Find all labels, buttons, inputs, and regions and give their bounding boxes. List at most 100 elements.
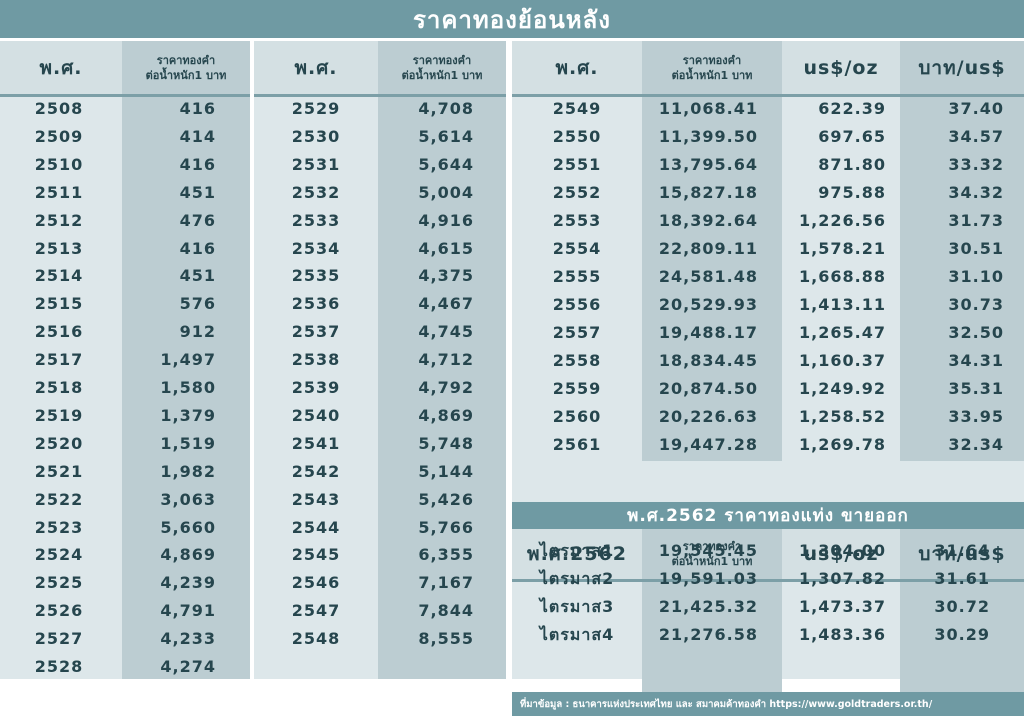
price-cell: 5,660: [160, 517, 216, 537]
price-cell: 21,425.32: [658, 597, 758, 616]
usd-oz-cell: 975.88: [818, 183, 886, 202]
price-cell: 4,615: [418, 238, 474, 258]
table-row: 2511 451: [0, 179, 250, 207]
price-header: ราคาทองคำ ต่อน้ำหนัก1 บาท: [378, 41, 506, 94]
year-cell: 2532: [291, 182, 341, 202]
table-row: 2556 20,529.93 1,413.11 30.73: [512, 291, 1024, 319]
price-header: ราคาทองคำ ต่อน้ำหนัก1 บาท: [642, 529, 782, 579]
year-cell: 2557: [552, 323, 602, 342]
table-row: 2538 4,712: [254, 346, 506, 374]
price-cell: 15,827.18: [658, 183, 758, 202]
header-highlight: [642, 529, 782, 579]
price-cell: 5,004: [418, 182, 474, 202]
year-cell: 2533: [291, 210, 341, 230]
price-cell: 5,748: [418, 433, 474, 453]
price-cell: 20,874.50: [658, 379, 758, 398]
year-cell: 2509: [34, 126, 84, 146]
price-header: ราคาทองคำ ต่อน้ำหนัก1 บาท: [122, 41, 250, 94]
table-row: 2540 4,869: [254, 402, 506, 430]
price-header-line1: ราคาทองคำ: [412, 53, 472, 67]
baht-usd-header: บาท/us$: [918, 56, 1006, 79]
table-row: 2561 19,447.28 1,269.78 32.34: [512, 431, 1024, 459]
table-row: 2518 1,580: [0, 374, 250, 402]
table-row: 2545 6,355: [254, 541, 506, 569]
year-cell: 2550: [552, 127, 602, 146]
baht-usd-cell: 30.29: [934, 625, 990, 644]
price-cell: 1,982: [160, 461, 216, 481]
baht-usd-cell: 37.40: [948, 99, 1004, 118]
price-cell: 18,392.64: [658, 211, 758, 230]
usd-oz-cell: 1,160.37: [799, 351, 886, 370]
year-cell: 2552: [552, 183, 602, 202]
page-title: ราคาทองย้อนหลัง: [413, 5, 611, 34]
table-header: พ.ศ. ราคาทองคำ ต่อน้ำหนัก1 บาท us$/oz บา…: [512, 41, 1024, 97]
table-header: พ.ศ. ราคาทองคำ ต่อน้ำหนัก1 บาท: [254, 41, 506, 97]
table-row: 2544 5,766: [254, 514, 506, 542]
price-cell: 18,834.45: [658, 351, 758, 370]
price-cell: 1,580: [160, 378, 216, 397]
price-cell: 4,274: [160, 657, 216, 676]
year-cell: 2536: [291, 294, 341, 314]
table-row: ไตรมาส2 19,591.03 1,307.82 31.61: [512, 565, 1024, 593]
price-cell: 4,233: [160, 629, 216, 649]
table-row: 2530 5,614: [254, 123, 506, 151]
year-cell: 2520: [34, 433, 84, 453]
year-cell: 2555: [552, 267, 602, 286]
year-cell: 2561: [552, 435, 602, 454]
source-note: ที่มาข้อมูล : ธนาคารแห่งประเทศไทย และ สม…: [512, 692, 1024, 716]
usd-oz-header: us$/oz: [803, 543, 879, 565]
year-cell: 2547: [291, 601, 341, 621]
price-cell: 414: [179, 126, 216, 146]
table-header: พ.ศ. ราคาทองคำ ต่อน้ำหนัก1 บาท: [0, 41, 250, 97]
year-header: พ.ศ.: [555, 56, 599, 79]
year-cell: 2529: [291, 99, 341, 118]
table-row: 2525 4,239: [0, 569, 250, 597]
table-row: 2551 13,795.64 871.80 33.32: [512, 151, 1024, 179]
price-cell: 4,791: [160, 601, 216, 621]
price-cell: 1,519: [160, 433, 216, 453]
year-cell: 2543: [291, 489, 341, 509]
usd-oz-cell: 1,265.47: [799, 323, 886, 342]
usd-oz-cell: 1,413.11: [799, 295, 886, 314]
baht-usd-cell: 31.61: [934, 569, 990, 588]
table-row: 2533 4,916: [254, 207, 506, 235]
year-cell: 2531: [291, 154, 341, 174]
year-cell: 2556: [552, 295, 602, 314]
price-cell: 5,144: [418, 461, 474, 481]
table-row: 2554 22,809.11 1,578.21 30.51: [512, 235, 1024, 263]
usd-oz-cell: 1,483.36: [799, 625, 886, 644]
year-cell: 2538: [291, 350, 341, 370]
year-cell: 2516: [34, 322, 84, 342]
price-header-line2: ต่อน้ำหนัก1 บาท: [145, 68, 227, 82]
price-cell: 20,529.93: [658, 295, 758, 314]
year-header: พ.ศ.: [39, 56, 83, 79]
table-row: 2528 4,274: [0, 653, 250, 681]
usd-oz-header: us$/oz: [803, 56, 879, 79]
year-cell: 2537: [291, 322, 341, 342]
price-cell: 4,708: [418, 99, 474, 118]
year-cell: 2554: [552, 239, 602, 258]
section-2562-title-bar: พ.ศ.2562 ราคาทองแท่ง ขายออก: [512, 502, 1024, 529]
usd-oz-cell: 1,578.21: [799, 239, 886, 258]
year-cell: 2544: [291, 517, 341, 537]
price-header-line2: ต่อน้ำหนัก1 บาท: [671, 68, 753, 82]
quarter-cell: ไตรมาส1: [539, 541, 615, 560]
year-cell: 2546: [291, 573, 341, 593]
table-row: 2515 576: [0, 290, 250, 318]
year-cell: 2548: [291, 629, 341, 649]
section-2562-title: พ.ศ.2562 ราคาทองแท่ง ขายออก: [627, 506, 909, 526]
price-cell: 4,745: [418, 322, 474, 342]
table-row: 2552 15,827.18 975.88 34.32: [512, 179, 1024, 207]
table-row: 2534 4,615: [254, 235, 506, 263]
year-cell: 2525: [34, 573, 84, 593]
table-row: 2535 4,375: [254, 262, 506, 290]
year-cell: 2545: [291, 545, 341, 565]
baht-usd-cell: 31.10: [948, 267, 1004, 286]
year-cell: 2517: [34, 350, 84, 370]
table-1980s-2000s: พ.ศ. ราคาทองคำ ต่อน้ำหนัก1 บาท 2529 4,708…: [254, 41, 506, 679]
usd-oz-cell: 1,258.52: [799, 407, 886, 426]
price-cell: 11,068.41: [658, 99, 758, 118]
price-header-line1: ราคาทองคำ: [682, 53, 742, 67]
table-row: 2521 1,982: [0, 458, 250, 486]
table-row: ไตรมาส4 21,276.58 1,483.36 30.29: [512, 621, 1024, 649]
